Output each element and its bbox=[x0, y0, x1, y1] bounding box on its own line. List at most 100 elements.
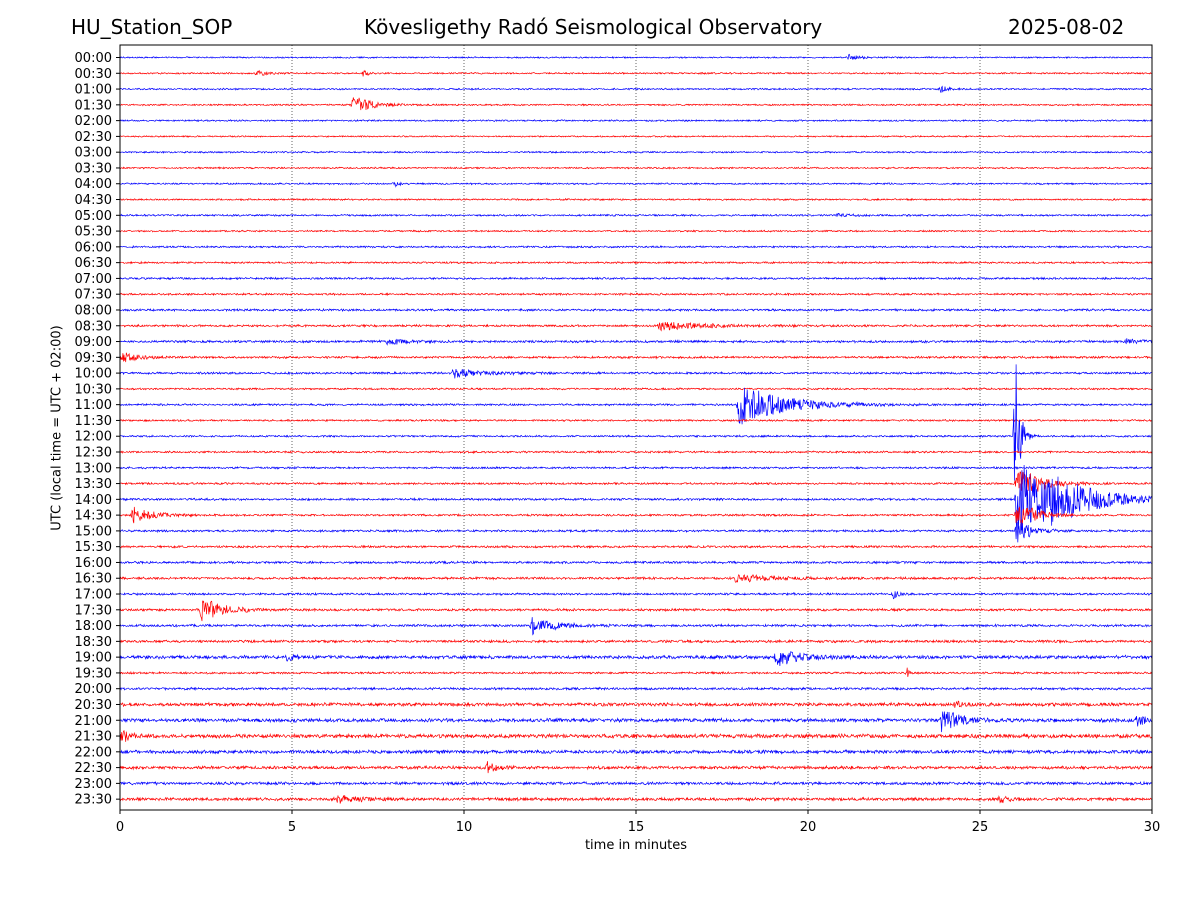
y-tick-label: 01:30 bbox=[75, 98, 112, 113]
trace-lines bbox=[119, 53, 1153, 804]
trace-line bbox=[119, 364, 1153, 481]
y-tick-label: 20:00 bbox=[75, 682, 112, 697]
y-tick-label: 14:30 bbox=[75, 509, 112, 524]
x-tick-label: 25 bbox=[972, 820, 989, 835]
y-tick-label: 02:00 bbox=[75, 114, 112, 129]
y-tick-label: 11:00 bbox=[75, 398, 112, 413]
y-tick-label: 10:00 bbox=[75, 367, 112, 382]
x-tick-label: 20 bbox=[800, 820, 817, 835]
y-tick-label: 17:30 bbox=[75, 603, 112, 618]
trace-line bbox=[120, 667, 1153, 677]
trace-line bbox=[119, 166, 1153, 170]
y-tick-label: 18:00 bbox=[75, 619, 112, 634]
y-tick-label: 07:30 bbox=[75, 288, 112, 303]
trace-line bbox=[119, 292, 1153, 297]
trace-line bbox=[119, 780, 1153, 787]
y-tick-label: 01:00 bbox=[75, 83, 112, 98]
y-tick-label: 17:00 bbox=[75, 588, 112, 603]
y-tick-label: 06:00 bbox=[75, 240, 112, 255]
trace-line bbox=[120, 470, 1153, 495]
y-tick-label: 14:00 bbox=[75, 493, 112, 508]
y-tick-label: 06:30 bbox=[75, 256, 112, 271]
y-tick-label: 16:30 bbox=[75, 572, 112, 587]
trace-line bbox=[119, 181, 1153, 188]
y-tick-label: 15:00 bbox=[75, 524, 112, 539]
trace-line bbox=[119, 574, 1153, 583]
y-tick-label: 09:00 bbox=[75, 335, 112, 350]
y-tick-label: 05:00 bbox=[75, 209, 112, 224]
y-tick-label: 23:00 bbox=[75, 777, 112, 792]
trace-line bbox=[119, 464, 1153, 531]
trace-line bbox=[120, 352, 1153, 363]
y-tick-label: 23:30 bbox=[75, 793, 112, 808]
trace-line bbox=[119, 650, 1153, 667]
trace-line bbox=[119, 118, 1153, 123]
trace-line bbox=[119, 338, 1153, 346]
y-tick-labels: 00:0000:3001:0001:3002:0002:3003:0003:30… bbox=[75, 51, 120, 808]
trace-line bbox=[119, 212, 1153, 218]
x-tick-label: 30 bbox=[1144, 820, 1161, 835]
trace-line bbox=[119, 276, 1153, 281]
y-tick-label: 11:30 bbox=[75, 414, 112, 429]
x-tick-label: 15 bbox=[628, 820, 645, 835]
chart-date: 2025-08-02 bbox=[1008, 15, 1125, 39]
x-tick-label: 10 bbox=[456, 820, 473, 835]
trace-line bbox=[119, 449, 1153, 455]
trace-line bbox=[119, 368, 1153, 379]
trace-line bbox=[119, 591, 1152, 600]
trace-line bbox=[119, 465, 1153, 470]
y-tick-label: 21:30 bbox=[75, 730, 112, 745]
trace-line bbox=[119, 700, 1152, 708]
y-tick-label: 13:00 bbox=[75, 461, 112, 476]
trace-line bbox=[119, 521, 1153, 543]
trace-line bbox=[119, 761, 1153, 774]
trace-line bbox=[119, 97, 1153, 111]
y-tick-label: 12:00 bbox=[75, 430, 112, 445]
y-tick-label: 04:00 bbox=[75, 177, 112, 192]
trace-line bbox=[119, 729, 1153, 742]
y-tick-label: 12:30 bbox=[75, 446, 112, 461]
trace-line bbox=[119, 387, 1153, 425]
y-tick-label: 13:30 bbox=[75, 477, 112, 492]
y-tick-label: 19:30 bbox=[75, 666, 112, 681]
trace-line bbox=[119, 307, 1153, 313]
y-tick-label: 20:30 bbox=[75, 698, 112, 713]
trace-line bbox=[119, 795, 1153, 804]
trace-line bbox=[119, 229, 1153, 233]
y-tick-label: 15:30 bbox=[75, 540, 112, 555]
trace-line bbox=[119, 686, 1153, 692]
y-tick-label: 08:30 bbox=[75, 319, 112, 334]
y-tick-label: 08:00 bbox=[75, 303, 112, 318]
y-tick-label: 03:30 bbox=[75, 161, 112, 176]
trace-line bbox=[119, 559, 1153, 565]
y-tick-label: 02:30 bbox=[75, 130, 112, 145]
y-tick-label: 05:30 bbox=[75, 225, 112, 240]
y-tick-label: 00:30 bbox=[75, 67, 112, 82]
y-tick-label: 19:00 bbox=[75, 651, 112, 666]
y-tick-label: 09:30 bbox=[75, 351, 112, 366]
trace-line bbox=[119, 506, 1153, 527]
y-tick-label: 10:30 bbox=[75, 382, 112, 397]
trace-line bbox=[119, 617, 1152, 636]
trace-line bbox=[120, 544, 1153, 549]
trace-line bbox=[119, 85, 1153, 93]
y-tick-label: 22:30 bbox=[75, 761, 112, 776]
trace-line bbox=[119, 244, 1153, 249]
trace-line bbox=[119, 638, 1153, 644]
y-tick-label: 21:00 bbox=[75, 714, 112, 729]
trace-line bbox=[119, 260, 1152, 265]
trace-line bbox=[119, 418, 1153, 423]
x-tick-label: 5 bbox=[288, 820, 296, 835]
chart-title: Kövesligethy Radó Seismological Observat… bbox=[364, 15, 823, 39]
trace-line bbox=[119, 387, 1153, 391]
plot-frame bbox=[119, 44, 1153, 811]
y-tick-label: 07:00 bbox=[75, 272, 112, 287]
trace-line bbox=[119, 748, 1153, 755]
y-tick-label: 16:00 bbox=[75, 556, 112, 571]
trace-line bbox=[119, 321, 1153, 332]
y-tick-label: 18:30 bbox=[75, 635, 112, 650]
y-tick-label: 22:00 bbox=[75, 745, 112, 760]
y-axis-label: UTC (local time = UTC + 02:00) bbox=[49, 325, 65, 531]
trace-line bbox=[119, 53, 1153, 60]
